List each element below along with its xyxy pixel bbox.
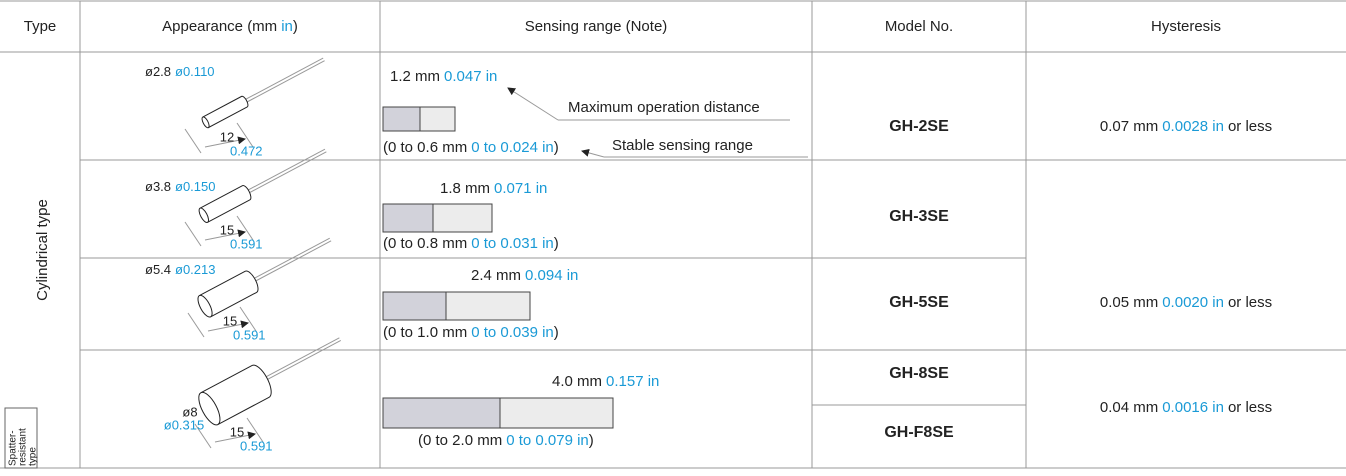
stable-range: (0 to 1.0 mm0 to 0.039 in) xyxy=(383,324,559,341)
text-part: or less xyxy=(1228,294,1272,311)
text-part: 0 to 0.024 in xyxy=(471,139,554,156)
text-part: 0.047 in xyxy=(444,68,497,85)
header-cell: Hysteresis xyxy=(1151,18,1221,35)
text-part: 0.0028 in xyxy=(1162,118,1224,135)
annotation: Maximum operation distance xyxy=(568,99,760,116)
sensor-drawing xyxy=(195,229,336,319)
length-mm: 15 xyxy=(230,424,244,439)
text-part: ) xyxy=(554,139,559,156)
length-in: 0.472 xyxy=(230,143,263,158)
annotation-arrow xyxy=(508,88,558,120)
stable-bar xyxy=(383,398,500,428)
length-in: 0.591 xyxy=(240,438,273,453)
cable xyxy=(261,340,340,382)
length-in: 0.591 xyxy=(230,236,263,251)
text-part: in xyxy=(281,18,293,35)
length-in: 0.591 xyxy=(233,327,266,342)
header-cell: Sensing range (Note) xyxy=(525,18,668,35)
cable xyxy=(244,58,323,100)
diameter-label: ø3.8 ø0.150 xyxy=(145,179,216,194)
text-part: ø0.213 xyxy=(175,262,215,277)
text-part: ø5.4 xyxy=(145,262,171,277)
diameter-label: ø5.4 ø0.213 xyxy=(145,262,216,277)
text-part: 0.07 mm xyxy=(1100,118,1158,135)
length-mm: 15 xyxy=(220,222,234,237)
sensor-drawing xyxy=(195,323,349,428)
text-part: Appearance (mm xyxy=(162,18,277,35)
annotation: Stable sensing range xyxy=(612,137,753,154)
stable-bar xyxy=(383,292,446,320)
model-number: GH-5SE xyxy=(889,294,949,311)
dim-line xyxy=(185,222,201,246)
text-part: 0.0016 in xyxy=(1162,399,1224,416)
text-part: 0.04 mm xyxy=(1100,399,1158,416)
dim-line xyxy=(188,313,204,337)
text-part: 0.071 in xyxy=(494,180,547,197)
model-number: GH-8SE xyxy=(889,365,949,382)
text-part: 1.2 mm xyxy=(390,68,440,85)
text-part: (0 to 2.0 mm xyxy=(418,432,502,449)
cable xyxy=(252,241,331,283)
text-part: 0.0020 in xyxy=(1162,294,1224,311)
length-mm: 15 xyxy=(223,313,237,328)
text-part: or less xyxy=(1228,118,1272,135)
text-part: 0.157 in xyxy=(606,373,659,390)
text-part: ø0.110 xyxy=(175,64,215,79)
cable xyxy=(245,61,324,103)
cable xyxy=(260,338,339,380)
text-part: ) xyxy=(293,18,298,35)
text-part: (0 to 1.0 mm xyxy=(383,324,467,341)
text-part: ø0.150 xyxy=(175,179,215,194)
text-part: 0 to 0.031 in xyxy=(471,235,554,252)
text-part: 2.4 mm xyxy=(471,267,521,284)
text-part: ø3.8 xyxy=(145,179,171,194)
type-label: Cylindrical type xyxy=(34,199,51,301)
sensor-drawing xyxy=(201,54,327,129)
header-cell: Type xyxy=(24,18,57,35)
annotation-arrow xyxy=(582,151,604,157)
text-part: 1.8 mm xyxy=(440,180,490,197)
spec-table: Type Appearance (mmin) Sensing range (Note… xyxy=(0,0,1346,476)
stable-bar xyxy=(383,204,433,232)
text-part: 0.05 mm xyxy=(1100,294,1158,311)
text-part: ø2.8 xyxy=(145,64,171,79)
sensor-drawing xyxy=(197,143,329,223)
text-part: 0 to 0.039 in xyxy=(471,324,554,341)
model-number: GH-F8SE xyxy=(884,424,954,441)
stable-bar xyxy=(383,107,420,131)
text-part: or less xyxy=(1228,399,1272,416)
sensor-body xyxy=(203,95,250,127)
header-cell: Model No. xyxy=(885,18,953,35)
type-label: type xyxy=(28,447,39,466)
model-number: GH-3SE xyxy=(889,208,949,225)
text-part: ) xyxy=(554,235,559,252)
dim-line xyxy=(185,129,201,153)
model-number: GH-2SE xyxy=(889,118,949,135)
text-part: (0 to 0.8 mm xyxy=(383,235,467,252)
text-part: ) xyxy=(554,324,559,341)
text-part: (0 to 0.6 mm xyxy=(383,139,467,156)
text-part: ) xyxy=(589,432,594,449)
text-part: 0.094 in xyxy=(525,267,578,284)
text-part: 4.0 mm xyxy=(552,373,602,390)
text-part: 0 to 0.079 in xyxy=(506,432,589,449)
length-mm: 12 xyxy=(220,129,234,144)
diameter-label: ø2.8 ø0.110 xyxy=(145,64,215,79)
diameter-in: ø0.315 xyxy=(164,417,204,432)
